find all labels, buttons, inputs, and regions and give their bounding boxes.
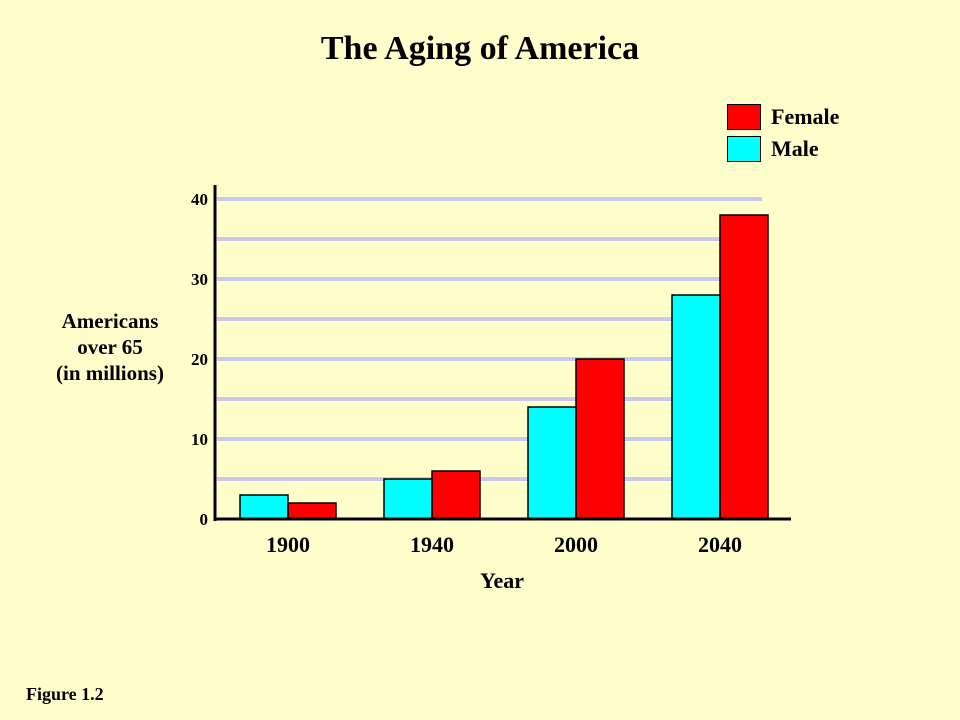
bar-female-2000 — [575, 358, 625, 520]
y-axis-label-line-2: over 65 — [77, 335, 143, 359]
y-axis-label-line-3: (in millions) — [56, 361, 164, 385]
y-tick-label-20: 20 — [191, 350, 208, 369]
bar-female-1900 — [287, 502, 337, 520]
legend-label-female: Female — [771, 104, 840, 129]
bar-male-2000 — [527, 406, 577, 520]
bar-male-1940 — [383, 478, 433, 520]
bar-female-1940 — [431, 470, 481, 520]
y-axis-label: Americans over 65 (in millions) — [20, 308, 200, 386]
legend-swatch-male — [727, 136, 761, 162]
x-axis-label: Year — [480, 568, 524, 593]
x-tick-label-1900: 1900 — [266, 532, 310, 557]
y-tick-label-40: 40 — [191, 190, 208, 209]
x-tick-label-1940: 1940 — [410, 532, 454, 557]
x-tick-label-2000: 2000 — [554, 532, 598, 557]
bar-male-1900 — [239, 494, 289, 520]
chart-title: The Aging of America — [320, 30, 640, 67]
legend-swatch-female — [727, 104, 761, 130]
legend-item-female: Female — [727, 101, 839, 133]
legend-item-male: Male — [727, 133, 839, 165]
y-tick-label-0: 0 — [200, 510, 209, 529]
x-tick-label-2040: 2040 — [698, 532, 742, 557]
bar-male-2040 — [671, 294, 721, 520]
legend-label-male: Male — [771, 136, 819, 161]
y-tick-label-10: 10 — [191, 430, 208, 449]
y-tick-label-30: 30 — [191, 270, 208, 289]
legend: Female Male — [727, 101, 839, 165]
bar-female-2040 — [719, 214, 769, 520]
y-axis-label-line-1: Americans — [61, 309, 159, 333]
figure-caption: Figure 1.2 — [26, 684, 104, 704]
